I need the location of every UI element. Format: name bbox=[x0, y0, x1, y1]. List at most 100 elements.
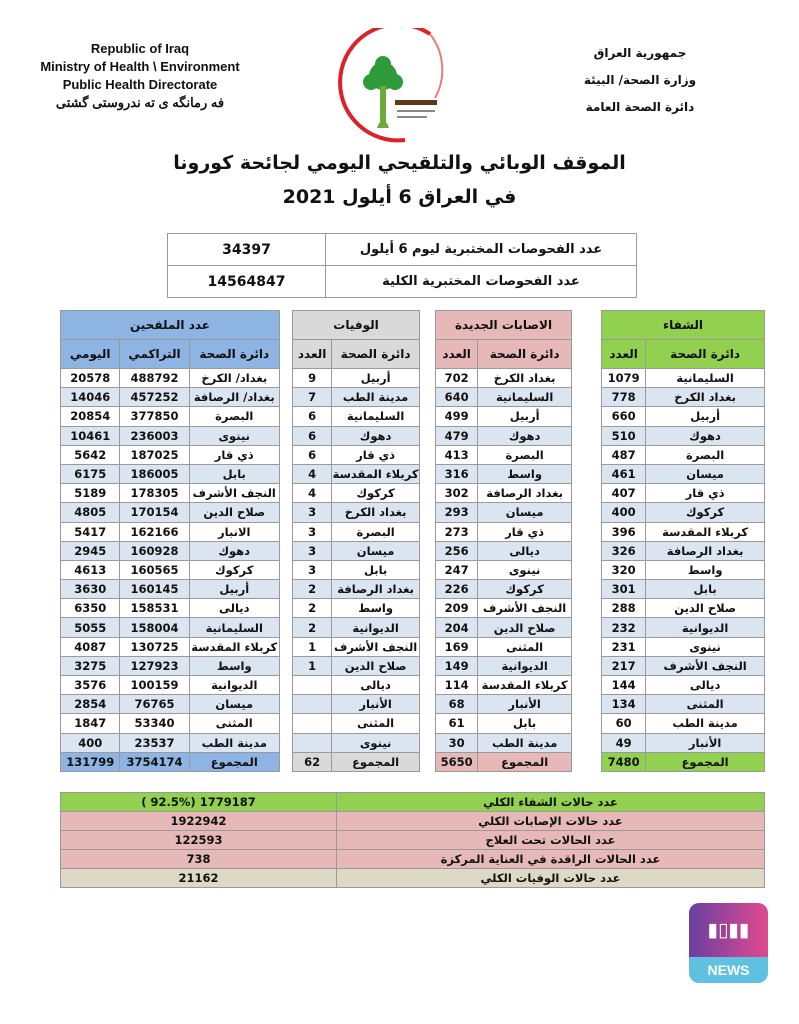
new-cases-table: الاصابات الجديدة العدد دائرة الصحة 702 بغداد… bbox=[434, 310, 572, 772]
value-cell: 23537 bbox=[119, 732, 190, 753]
column-header: التراكمي bbox=[119, 339, 190, 369]
district-cell: السليمانية bbox=[477, 387, 572, 408]
district-cell: بغداد الكرخ bbox=[477, 367, 572, 389]
value-cell: 407 bbox=[600, 483, 647, 504]
column-header: دائرة الصحة bbox=[188, 339, 281, 369]
table-row: 778 بغداد الكرخ bbox=[600, 387, 765, 408]
district-cell: كربلاء المقدسة bbox=[188, 636, 281, 657]
value-cell: 3576 bbox=[59, 674, 121, 696]
district-cell: النجف الأشرف bbox=[645, 655, 765, 677]
table-row: 4805 170154 صلاح الدين bbox=[59, 502, 281, 523]
district-cell: صلاح الدين bbox=[645, 598, 765, 619]
table-row: 209 النجف الأشرف bbox=[434, 598, 572, 619]
table-row: 6 ذي قار bbox=[291, 444, 420, 465]
column-header-row: اليومي التراكمي دائرة الصحة bbox=[59, 339, 281, 369]
district-cell: السليمانية bbox=[645, 367, 765, 389]
district-cell: الديوانية bbox=[645, 617, 765, 638]
table-title: الشفاء bbox=[601, 310, 765, 340]
summary-label: عدد الحالات الراقدة في العناية المركزة bbox=[336, 849, 765, 869]
value-cell: 702 bbox=[434, 367, 479, 389]
summary-row: ( 92.5%) 1779187 عدد حالات الشفاء الكلي bbox=[60, 792, 765, 812]
table-row: 510 دهوك bbox=[600, 425, 765, 446]
value-cell: 178305 bbox=[119, 483, 190, 504]
table-row: 6 دهوك bbox=[291, 425, 420, 446]
value-cell: 209 bbox=[434, 598, 479, 619]
value-cell: 510 bbox=[600, 425, 647, 446]
district-cell: مدينة الطب bbox=[477, 732, 572, 753]
value-cell: 232 bbox=[600, 617, 647, 638]
table-row: 4613 160565 كركوك bbox=[59, 559, 281, 581]
district-cell: بابل bbox=[645, 579, 765, 600]
table-row: 5642 187025 ذي قار bbox=[59, 444, 281, 465]
district-cell: البصرة bbox=[645, 444, 765, 465]
tests-row-total: 14564847 عدد الفحوصات المختبرية الكلية bbox=[167, 265, 637, 298]
table-row: 231 نينوى bbox=[600, 636, 765, 657]
deaths-table: الوفيات العدد دائرة الصحة 9 أربيل 7 مدينة الطب… bbox=[291, 310, 420, 772]
summary-label: عدد حالات الإصابات الكلي bbox=[336, 811, 765, 831]
table-row: 114 كربلاء المقدسة bbox=[434, 674, 572, 696]
value-cell: 3275 bbox=[59, 655, 121, 677]
table-row: 499 أربيل bbox=[434, 406, 572, 427]
value-cell: 7 bbox=[291, 387, 333, 408]
table-row: 169 المثنى bbox=[434, 636, 572, 657]
table-row: 302 بغداد الرصافة bbox=[434, 483, 572, 504]
total-value: 5650 bbox=[434, 751, 479, 772]
value-cell: 778 bbox=[600, 387, 647, 408]
value-cell: 1 bbox=[291, 636, 333, 657]
value-cell: 6175 bbox=[59, 463, 121, 485]
value-cell: 186005 bbox=[119, 463, 190, 485]
news-watermark-logo: ▮▮▯▮ NEWS bbox=[689, 903, 768, 983]
table-row: 204 صلاح الدين bbox=[434, 617, 572, 638]
total-label: المجموع bbox=[477, 751, 572, 772]
value-cell: 400 bbox=[600, 502, 647, 523]
value-cell: 487 bbox=[600, 444, 647, 465]
table-row: 407 ذي قار bbox=[600, 483, 765, 504]
value-cell: 61 bbox=[434, 713, 479, 734]
district-cell: الأنبار bbox=[477, 694, 572, 715]
total-label: المجموع bbox=[188, 751, 281, 772]
value-cell: 6 bbox=[291, 425, 333, 446]
letterhead-line: دائرة الصحة العامة bbox=[585, 100, 695, 114]
value-cell: 2854 bbox=[59, 694, 121, 715]
district-cell: ديالى bbox=[331, 674, 420, 696]
table-row: 144 ديالى bbox=[600, 674, 765, 696]
table-row: 61 بابل bbox=[434, 713, 572, 734]
value-cell bbox=[291, 674, 333, 696]
district-cell: مدينة الطب bbox=[645, 713, 765, 734]
district-cell: صلاح الدين bbox=[188, 502, 281, 523]
value-cell: 187025 bbox=[119, 444, 190, 465]
watermark-brand: ▮▮▯▮ bbox=[689, 903, 768, 957]
table-row: 3275 127923 واسط bbox=[59, 655, 281, 677]
district-cell: واسط bbox=[645, 559, 765, 581]
letterhead-line: فه رمانگه ى ته ندروستى گشتى bbox=[55, 95, 225, 110]
district-cell: بابل bbox=[188, 463, 281, 485]
value-cell: 236003 bbox=[119, 425, 190, 446]
value-cell: 68 bbox=[434, 694, 479, 715]
table-row: 247 نينوى bbox=[434, 559, 572, 581]
table-row: 3 البصرة bbox=[291, 521, 420, 542]
table-row: 5055 158004 السليمانية bbox=[59, 617, 281, 638]
total-row: 5650 المجموع bbox=[434, 751, 572, 772]
letterhead-line: وزارة الصحة/ البيئة bbox=[583, 73, 697, 87]
table-title-row: الوفيات bbox=[292, 310, 420, 340]
value-cell: 158004 bbox=[119, 617, 190, 638]
english-letterhead: Republic of Iraq Ministry of Health \ En… bbox=[20, 40, 260, 112]
value-cell: 1 bbox=[291, 655, 333, 677]
value-cell: 14046 bbox=[59, 387, 121, 408]
district-cell: نينوى bbox=[331, 732, 420, 753]
value-cell: 273 bbox=[434, 521, 479, 542]
district-cell: البصرة bbox=[188, 406, 281, 427]
summary-label: عدد حالات الوفيات الكلي bbox=[336, 868, 765, 888]
value-cell bbox=[291, 694, 333, 715]
table-row: ديالى bbox=[291, 674, 420, 696]
district-cell: السليمانية bbox=[188, 617, 281, 638]
value-cell: 162166 bbox=[119, 521, 190, 542]
value-cell: 640 bbox=[434, 387, 479, 408]
value-cell: 217 bbox=[600, 655, 647, 677]
table-row: 20854 377850 البصرة bbox=[59, 406, 281, 427]
table-row: 400 كركوك bbox=[600, 502, 765, 523]
value-cell: 76765 bbox=[119, 694, 190, 715]
table-row: 326 بغداد الرصافة bbox=[600, 540, 765, 561]
table-row: 1847 53340 المثنى bbox=[59, 713, 281, 734]
tests-table: 34397 عدد الفحوصات المختبرية ليوم 6 أيلو… bbox=[167, 233, 637, 298]
